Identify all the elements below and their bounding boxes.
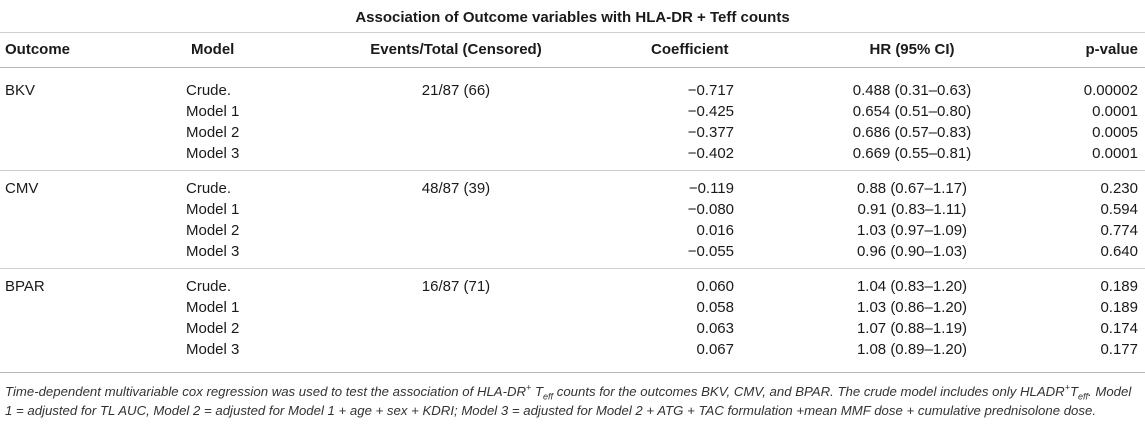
pvalue-cell: 0.230 (1100, 180, 1138, 197)
group-divider (0, 268, 1145, 269)
footnote-sup: + (526, 382, 532, 393)
footnote-text: counts for the outcomes BKV, CMV, and BP… (553, 384, 1065, 399)
outcome-group-bkv: BKV 21/87 (66) Crude. −0.717 0.488 (0.31… (0, 80, 1145, 164)
events-total: 16/87 (71) (421, 278, 491, 295)
model-cell: Crude. (186, 82, 232, 99)
table-row: Model 1 −0.425 0.654 (0.51–0.80) 0.0001 (0, 101, 1145, 122)
hr-cell: 1.08 (0.89–1.20) (856, 341, 968, 358)
hr-cell: 1.07 (0.88–1.19) (856, 320, 968, 337)
hr-cell: 1.03 (0.86–1.20) (856, 299, 968, 316)
table-row: Model 2 0.016 1.03 (0.97–1.09) 0.774 (0, 220, 1145, 241)
pvalue-cell: 0.177 (1100, 341, 1138, 358)
coefficient-cell: −0.425 (687, 103, 734, 120)
table-row: Crude. 0.060 1.04 (0.83–1.20) 0.189 (0, 276, 1145, 297)
header-pvalue: p-value (1085, 41, 1138, 58)
footnote-sub: eff (1078, 391, 1089, 402)
table-row: Model 3 −0.055 0.96 (0.90–1.03) 0.640 (0, 241, 1145, 262)
outcome-label: CMV (5, 180, 39, 197)
pvalue-cell: 0.640 (1100, 243, 1138, 260)
coefficient-cell: 0.063 (696, 320, 734, 337)
footnote-text: T (1069, 384, 1079, 399)
header-hr: HR (95% CI) (869, 41, 955, 58)
hr-cell: 0.686 (0.57–0.83) (852, 124, 972, 141)
hr-cell: 1.04 (0.83–1.20) (856, 278, 968, 295)
header-events: Events/Total (Censored) (370, 41, 542, 58)
coefficient-cell: −0.055 (687, 243, 734, 260)
model-cell: Model 1 (186, 201, 240, 218)
header-outcome: Outcome (5, 41, 71, 58)
events-total: 48/87 (39) (421, 180, 491, 197)
table-row: Crude. −0.119 0.88 (0.67–1.17) 0.230 (0, 178, 1145, 199)
outcome-group-cmv: CMV 48/87 (39) Crude. −0.119 0.88 (0.67–… (0, 178, 1145, 262)
pvalue-cell: 0.174 (1100, 320, 1138, 337)
coefficient-cell: −0.119 (688, 180, 734, 197)
table-row: Crude. −0.717 0.488 (0.31–0.63) 0.00002 (0, 80, 1145, 101)
model-cell: Model 1 (186, 103, 240, 120)
model-cell: Model 1 (186, 299, 240, 316)
pvalue-cell: 0.189 (1100, 278, 1138, 295)
pvalue-cell: 0.774 (1100, 222, 1138, 239)
pvalue-cell: 0.00002 (1083, 82, 1138, 99)
model-cell: Model 2 (186, 124, 240, 141)
group-divider (0, 170, 1145, 171)
hr-cell: 0.669 (0.55–0.81) (852, 145, 972, 162)
footnote-sub: eff (543, 391, 554, 402)
table-row: Model 2 −0.377 0.686 (0.57–0.83) 0.0005 (0, 122, 1145, 143)
header-coefficient: Coefficient (651, 41, 729, 58)
events-total: 21/87 (66) (421, 82, 491, 99)
model-cell: Crude. (186, 180, 232, 197)
model-cell: Model 3 (186, 145, 240, 162)
table-row: Model 2 0.063 1.07 (0.88–1.19) 0.174 (0, 318, 1145, 339)
coefficient-cell: 0.016 (696, 222, 734, 239)
model-cell: Model 2 (186, 320, 240, 337)
hr-cell: 0.654 (0.51–0.80) (852, 103, 972, 120)
coefficient-cell: −0.717 (687, 82, 734, 99)
model-cell: Model 3 (186, 341, 240, 358)
coefficient-cell: −0.080 (687, 201, 734, 218)
coefficient-cell: −0.377 (687, 124, 734, 141)
hr-cell: 0.488 (0.31–0.63) (852, 82, 972, 99)
outcome-label: BKV (5, 82, 36, 99)
model-cell: Model 3 (186, 243, 240, 260)
hr-cell: 1.03 (0.97–1.09) (856, 222, 968, 239)
table-bottom-rule (0, 372, 1145, 373)
header-divider (0, 67, 1145, 68)
table-footnote: Time-dependent multivariable cox regress… (5, 383, 1140, 420)
table-row: Model 3 −0.402 0.669 (0.55–0.81) 0.0001 (0, 143, 1145, 164)
footnote-sup: + (1064, 382, 1070, 393)
pvalue-cell: 0.0001 (1092, 145, 1138, 162)
pvalue-cell: 0.189 (1100, 299, 1138, 316)
title-divider (0, 32, 1145, 33)
table-row: Model 3 0.067 1.08 (0.89–1.20) 0.177 (0, 339, 1145, 360)
hr-cell: 0.96 (0.90–1.03) (856, 243, 968, 260)
table-header: Outcome Model Events/Total (Censored) Co… (0, 37, 1145, 63)
table-row: Model 1 −0.080 0.91 (0.83–1.11) 0.594 (0, 199, 1145, 220)
coefficient-cell: 0.060 (696, 278, 734, 295)
model-cell: Model 2 (186, 222, 240, 239)
pvalue-cell: 0.0001 (1092, 103, 1138, 120)
table-row: Model 1 0.058 1.03 (0.86–1.20) 0.189 (0, 297, 1145, 318)
table-title: Association of Outcome variables with HL… (355, 9, 790, 26)
hr-cell: 0.88 (0.67–1.17) (856, 180, 968, 197)
pvalue-cell: 0.0005 (1092, 124, 1138, 141)
footnote-text: T (531, 384, 544, 399)
coefficient-cell: 0.058 (696, 299, 734, 316)
footnote-text: . Model 1 = adjusted for TL AUC, Model 2… (5, 384, 1132, 418)
model-cell: Crude. (186, 278, 232, 295)
coefficient-cell: −0.402 (687, 145, 734, 162)
header-model: Model (191, 41, 235, 58)
outcome-group-bpar: BPAR 16/87 (71) Crude. 0.060 1.04 (0.83–… (0, 276, 1145, 360)
footnote-text: Time-dependent multivariable cox regress… (5, 384, 527, 399)
coefficient-cell: 0.067 (696, 341, 734, 358)
hr-cell: 0.91 (0.83–1.11) (857, 201, 967, 218)
outcome-label: BPAR (5, 278, 45, 295)
pvalue-cell: 0.594 (1100, 201, 1138, 218)
